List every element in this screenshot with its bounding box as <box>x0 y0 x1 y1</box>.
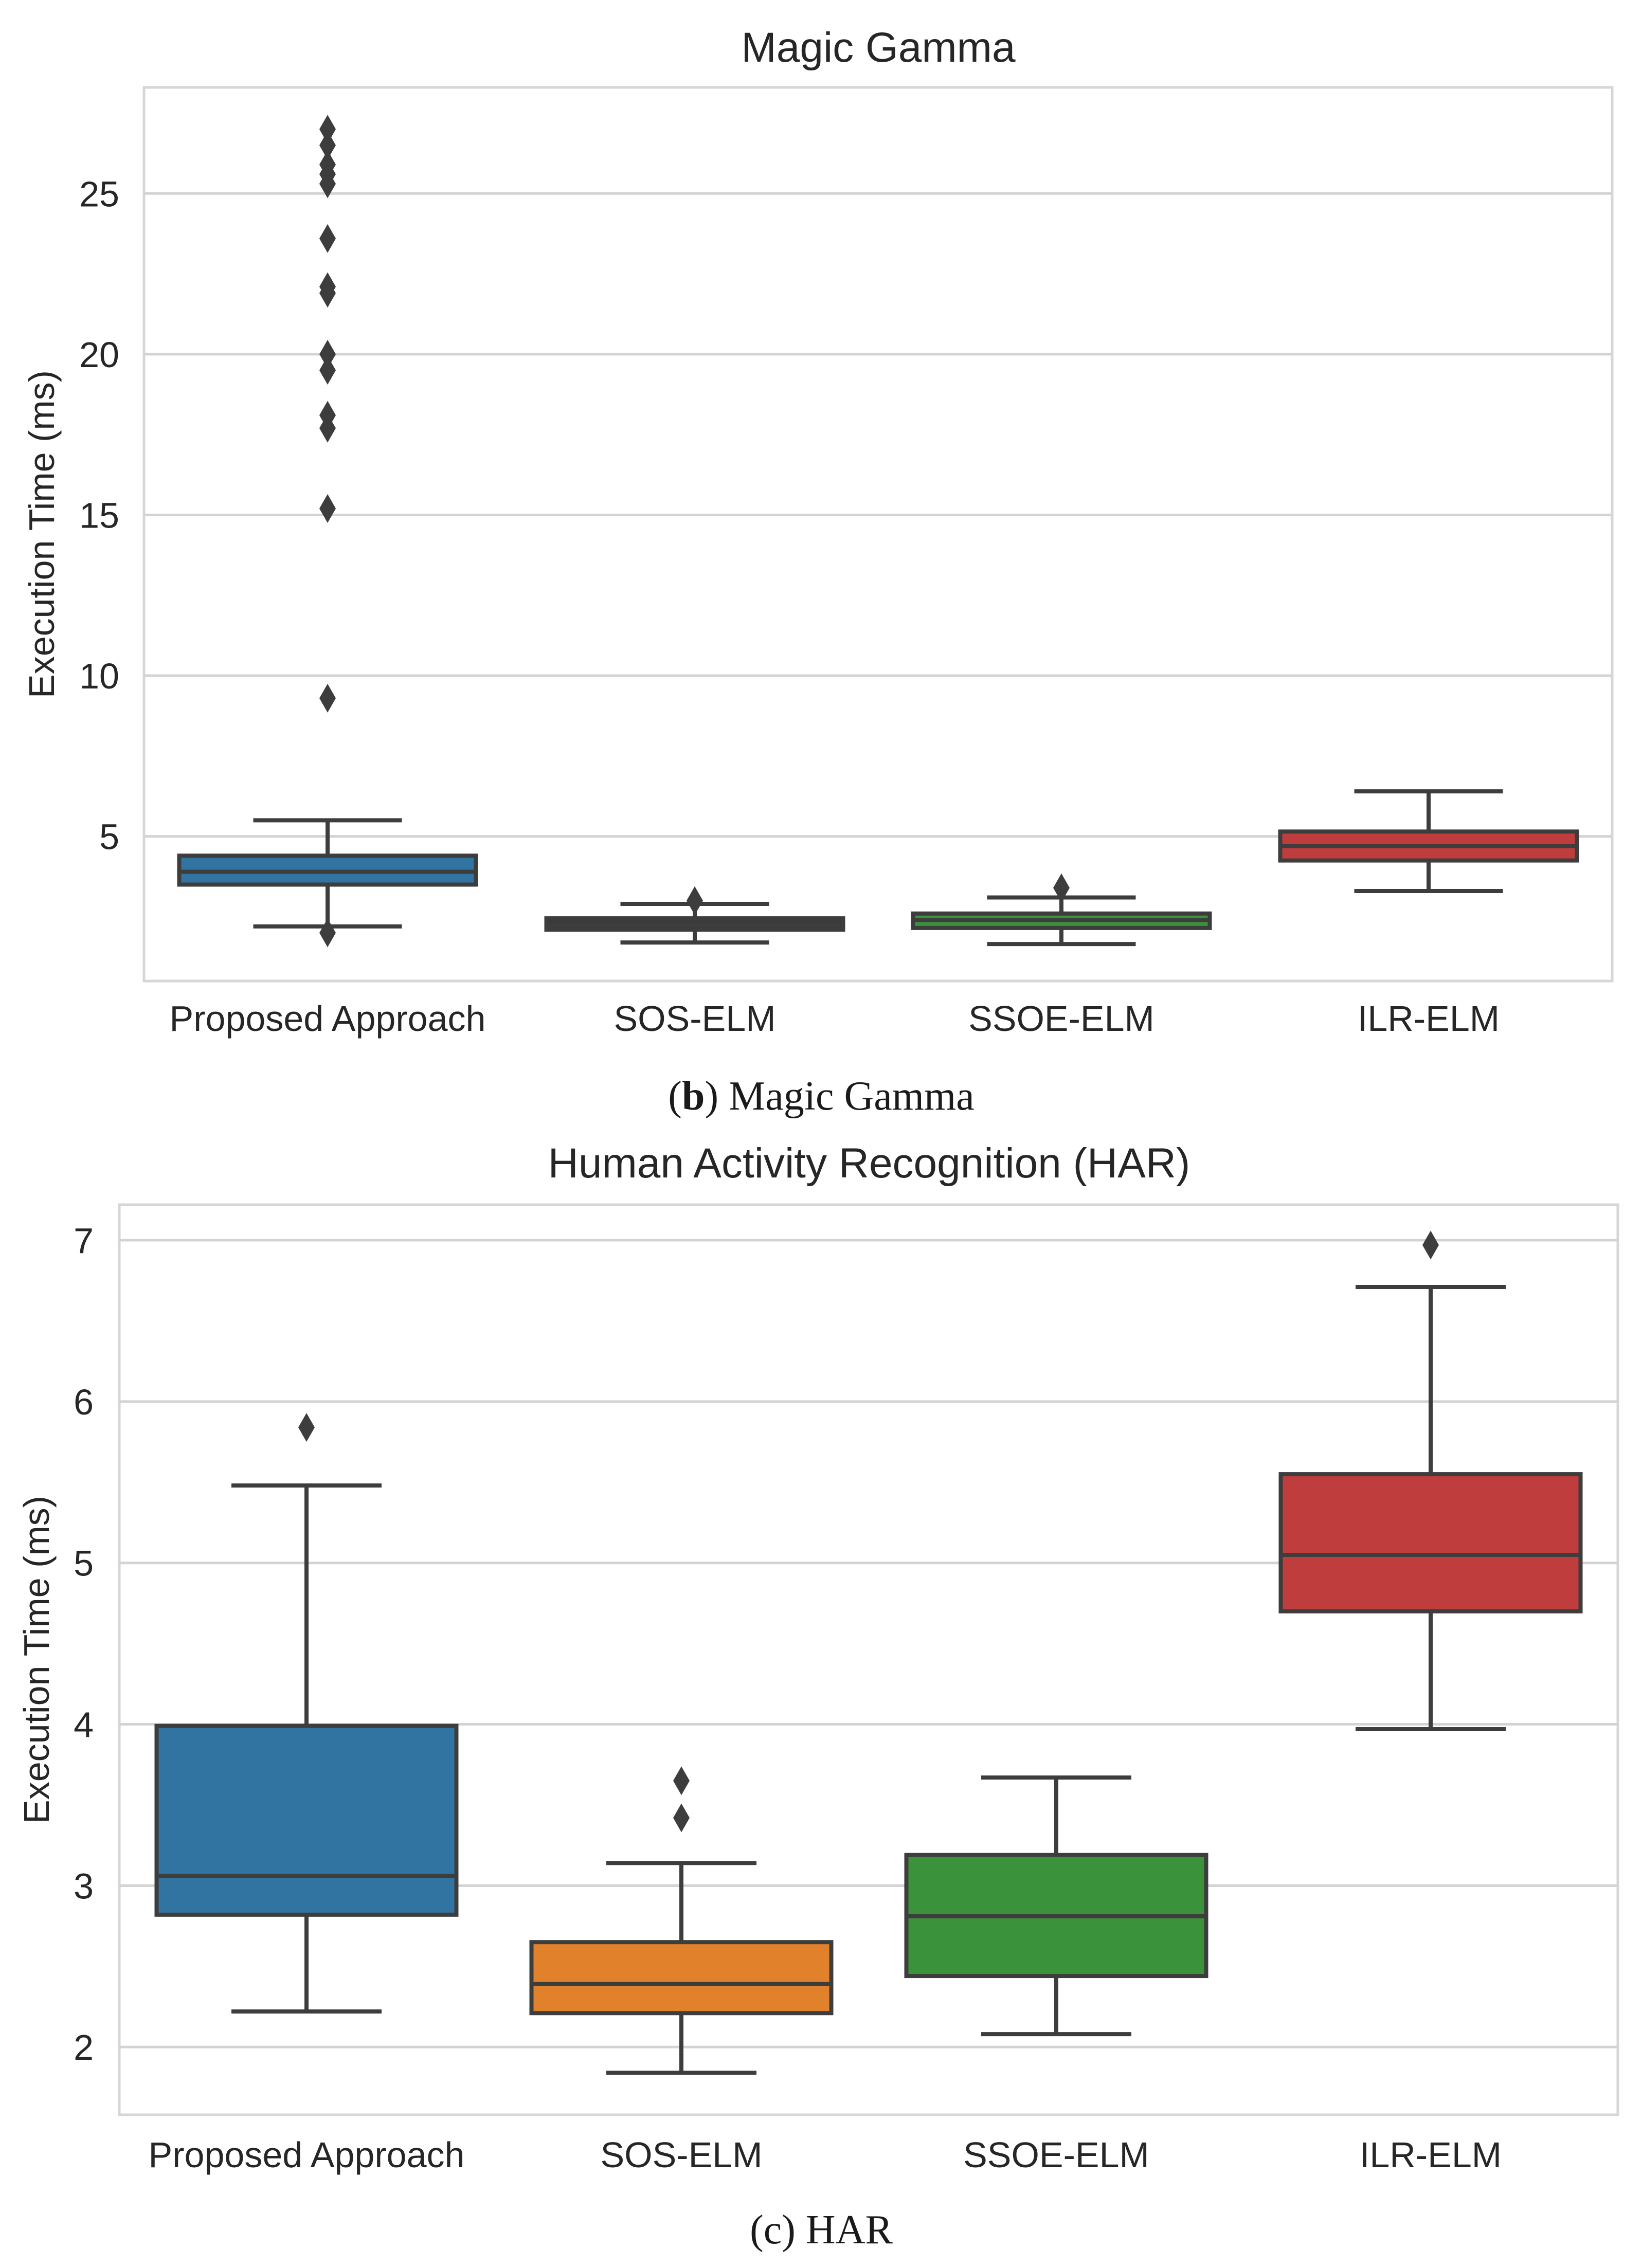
box-group <box>544 886 845 945</box>
x-tick-labels: Proposed Approach SOS-ELM SSOE-ELM ILR-ELM <box>170 999 1500 1039</box>
x-tick-labels: Proposed Approach SOS-ELM SSOE-ELM ILR-ELM <box>149 2135 1502 2175</box>
outlier-point <box>319 356 336 385</box>
outlier-point <box>673 1766 690 1795</box>
chart-title: Human Activity Recognition (HAR) <box>548 1140 1190 1187</box>
x-tick-label: ILR-ELM <box>1360 2135 1502 2175</box>
boxes <box>177 115 1579 948</box>
outlier-point <box>319 683 336 713</box>
box-group <box>529 1766 834 2075</box>
box-group <box>1278 1230 1583 1731</box>
outlier-point <box>319 131 336 160</box>
chart-caption: (c) HAR <box>750 2207 893 2253</box>
y-tick-labels: 5 10 15 20 25 <box>79 174 119 857</box>
boxes <box>154 1230 1583 2075</box>
chart-title: Magic Gamma <box>741 24 1016 71</box>
x-tick-label: SOS-ELM <box>600 2135 762 2175</box>
y-tick-label: 3 <box>74 1866 94 1906</box>
y-tick-label: 15 <box>79 495 119 535</box>
caption-label: b <box>682 1074 705 1119</box>
y-axis-label: Execution Time (ms) <box>16 1496 57 1824</box>
x-tick-label: SSOE-ELM <box>968 999 1154 1039</box>
outlier-point <box>319 272 336 301</box>
grid-lines <box>144 192 1612 838</box>
box-group <box>911 873 1212 947</box>
y-tick-label: 4 <box>74 1705 94 1745</box>
y-tick-labels: 2 3 4 5 6 7 <box>74 1221 94 2067</box>
outlier-point <box>1053 873 1070 902</box>
outlier-point <box>319 150 336 179</box>
box <box>529 1940 834 2016</box>
outlier-point <box>319 401 336 430</box>
outlier-point <box>319 224 336 253</box>
y-axis-label: Execution Time (ms) <box>22 370 62 698</box>
y-tick-label: 10 <box>79 656 119 696</box>
outlier-point <box>673 1803 690 1832</box>
box <box>1278 1472 1583 1613</box>
y-tick-label: 6 <box>74 1382 94 1422</box>
caption-text: Magic Gamma <box>718 1074 975 1119</box>
x-tick-label: ILR-ELM <box>1358 999 1500 1039</box>
box-group <box>177 115 478 948</box>
outlier-point <box>687 886 703 915</box>
box-group <box>1278 789 1579 893</box>
outlier-point <box>319 918 336 948</box>
outlier-point <box>319 115 336 144</box>
outlier-point <box>298 1413 315 1442</box>
x-tick-label: SSOE-ELM <box>963 2135 1149 2175</box>
outlier-point <box>319 339 336 369</box>
y-tick-label: 5 <box>74 1544 94 1584</box>
box <box>154 1723 459 1917</box>
y-tick-label: 20 <box>79 335 119 375</box>
chart-magic-gamma: Magic Gamma 5 10 15 20 25 Execution Time (ms… <box>22 24 1614 1119</box>
chart-caption: (b) Magic Gamma <box>668 1074 974 1119</box>
outlier-point <box>1422 1230 1439 1260</box>
x-tick-label: Proposed Approach <box>149 2135 465 2175</box>
y-tick-label: 7 <box>74 1221 94 1261</box>
y-tick-label: 2 <box>74 2027 94 2067</box>
outlier-point <box>319 494 336 523</box>
box-group <box>154 1413 459 2014</box>
box-group <box>904 1775 1208 2037</box>
x-tick-label: SOS-ELM <box>614 999 775 1039</box>
x-tick-label: Proposed Approach <box>170 999 486 1039</box>
chart-har: Human Activity Recognition (HAR) 234567 … <box>16 1140 1619 2253</box>
y-tick-label: 5 <box>99 817 119 857</box>
y-tick-label: 25 <box>79 174 119 214</box>
plot-area <box>118 1203 1619 2116</box>
